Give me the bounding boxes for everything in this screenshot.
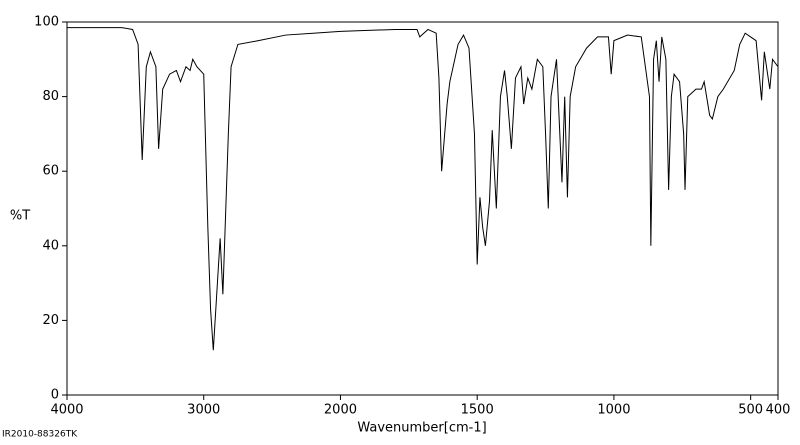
x-tick-label: 400 [766,403,791,418]
footnote: IR2010-88326TK [2,430,78,440]
x-tick-label: 2000 [324,403,357,418]
spectrum-line [67,27,779,351]
x-tick-label: 1000 [597,403,630,418]
y-tick-label: 20 [42,313,59,328]
x-axis-label: Wavenumber[cm-1] [357,421,486,436]
y-tick-label: 0 [51,388,59,403]
y-tick-label: 80 [42,89,59,104]
x-tick-label: 3000 [187,403,220,418]
y-tick-label: 60 [42,164,59,179]
x-tick-label: 1500 [461,403,494,418]
y-tick-label: 40 [42,238,59,253]
y-tick-label: 100 [34,15,59,30]
plot-frame [66,21,779,396]
y-axis-label: %T [10,209,30,224]
x-tick-label: 4000 [50,403,83,418]
x-tick-label: 500 [738,403,763,418]
